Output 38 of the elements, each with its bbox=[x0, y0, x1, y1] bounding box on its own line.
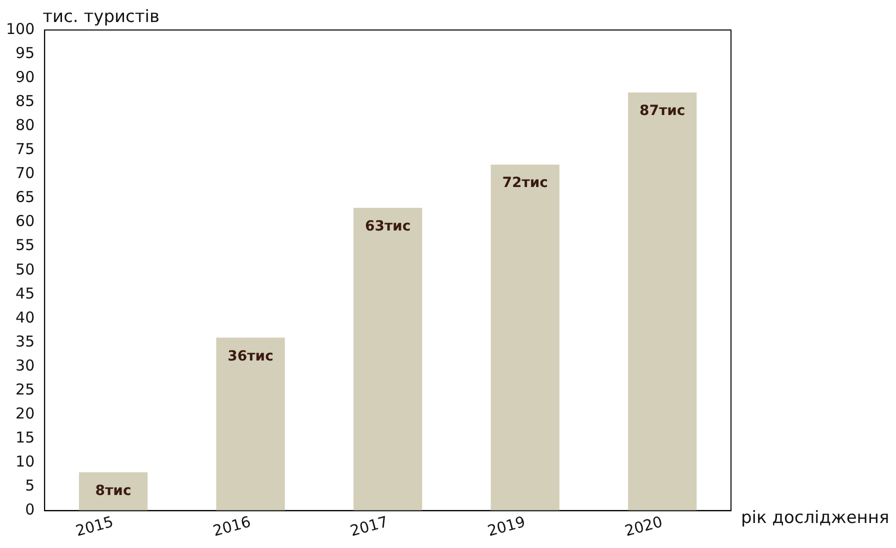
y-tick-label: 15 bbox=[16, 428, 35, 447]
bar bbox=[78, 472, 148, 511]
y-tick-label: 55 bbox=[16, 236, 35, 254]
y-tick-label: 60 bbox=[16, 212, 35, 230]
data-label: 8тис bbox=[95, 482, 132, 499]
data-label: 36тис bbox=[228, 348, 274, 364]
y-tick-label: 50 bbox=[16, 260, 35, 278]
bar bbox=[353, 208, 422, 511]
y-tick-label: 10 bbox=[16, 452, 35, 471]
y-tick-label: 30 bbox=[16, 356, 35, 374]
y-tick-label: 90 bbox=[16, 68, 35, 86]
bar bbox=[628, 92, 697, 511]
data-label: 63тис bbox=[364, 218, 411, 235]
y-tick-label: 0 bbox=[25, 500, 35, 519]
y-axis-title: тис. туристів bbox=[42, 6, 160, 27]
x-tick-label: 2017 bbox=[348, 512, 390, 540]
y-tick-label: 25 bbox=[16, 380, 35, 398]
y-tick-label: 100 bbox=[6, 20, 35, 38]
x-tick-label: 2015 bbox=[74, 512, 116, 540]
y-tick-label: 75 bbox=[16, 140, 35, 158]
y-tick-label: 5 bbox=[25, 476, 35, 495]
y-tick-label: 20 bbox=[16, 404, 35, 422]
data-label: 72тис bbox=[502, 175, 548, 192]
y-tick-label: 95 bbox=[16, 44, 35, 62]
bar bbox=[490, 164, 560, 511]
y-tick-label: 40 bbox=[16, 308, 35, 326]
y-tick-label: 45 bbox=[16, 284, 35, 302]
y-tick-label: 85 bbox=[16, 92, 35, 110]
data-label: 87тис bbox=[640, 103, 686, 120]
x-tick-label: 2019 bbox=[486, 512, 528, 540]
y-tick-label: 80 bbox=[16, 116, 35, 134]
x-axis-title: рік дослідження bbox=[741, 508, 890, 528]
x-tick-label: 2016 bbox=[211, 512, 253, 540]
x-tick-label: 2020 bbox=[622, 512, 664, 540]
y-tick-label: 35 bbox=[16, 332, 35, 350]
y-tick-label: 65 bbox=[16, 188, 35, 206]
y-tick-label: 70 bbox=[16, 164, 35, 182]
bar bbox=[216, 338, 285, 511]
